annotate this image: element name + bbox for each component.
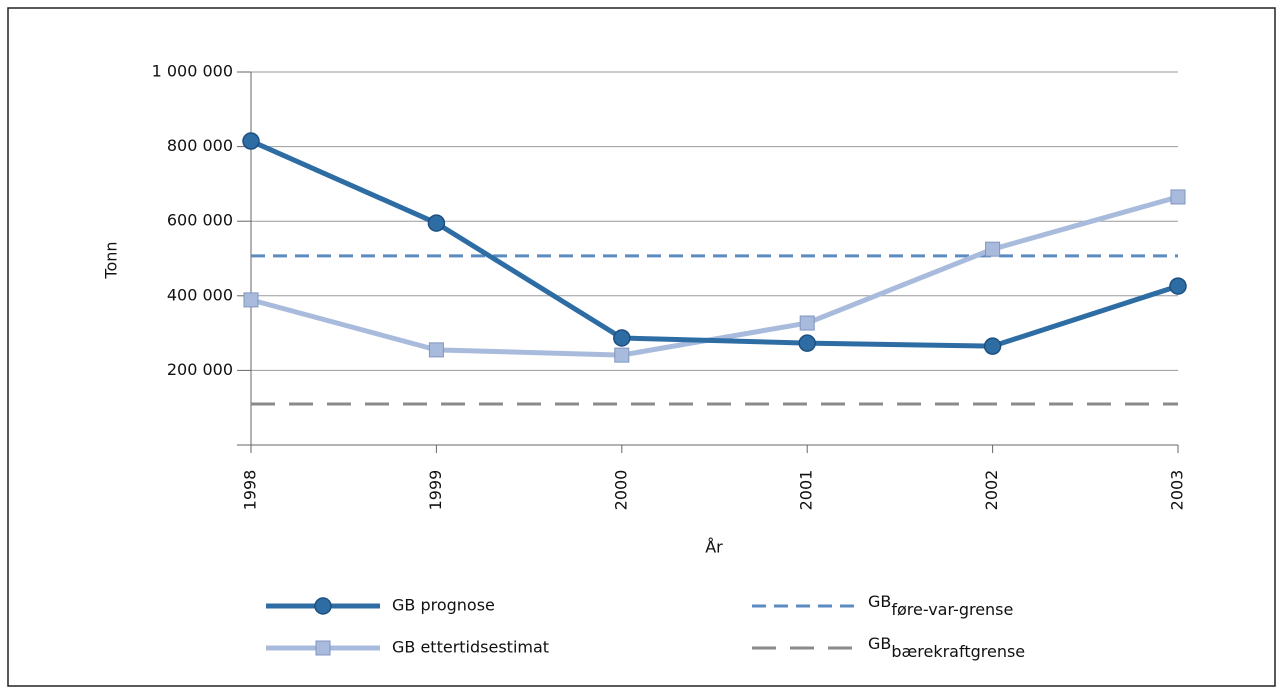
point — [315, 640, 331, 656]
legend-label-subscript: føre-var-grense — [891, 600, 1013, 619]
y-tick-label: 200 000 — [167, 360, 233, 379]
y-tick-label: 600 000 — [167, 211, 233, 230]
legend-label: GBbærekraftgrense — [868, 634, 1025, 661]
x-tick-label: 1999 — [426, 470, 445, 511]
point — [428, 342, 444, 358]
point — [1170, 189, 1186, 205]
series-line — [249, 138, 1179, 349]
y-tick-label: 1 000 000 — [152, 62, 233, 81]
y-axis-label: Tonn — [102, 241, 121, 279]
point — [1169, 277, 1187, 295]
point — [983, 337, 1002, 355]
point — [314, 597, 332, 615]
point — [243, 292, 259, 308]
legend-label-main: GB — [868, 592, 891, 611]
point — [985, 241, 1001, 257]
point — [798, 334, 816, 352]
point — [614, 347, 630, 363]
legend-label: GB prognose — [392, 596, 495, 615]
point — [242, 132, 260, 150]
x-axis-label: År — [705, 538, 723, 557]
x-tick-label: 2000 — [611, 470, 630, 511]
y-tick-label: 800 000 — [167, 136, 233, 155]
x-tick-label: 2002 — [982, 470, 1001, 511]
legend-label-main: GB — [868, 634, 891, 653]
x-tick-label: 2001 — [797, 470, 816, 511]
legend-label: GB ettertidsestimat — [392, 638, 549, 657]
x-tick-label: 1998 — [241, 470, 260, 511]
point — [613, 329, 631, 347]
point — [427, 214, 446, 232]
frame — [7, 7, 1276, 687]
legend-label-subscript: bærekraftgrense — [891, 642, 1025, 661]
legend-label: GBføre-var-grense — [868, 592, 1013, 619]
point — [799, 315, 815, 331]
y-tick-label: 400 000 — [167, 285, 233, 304]
x-tick-label: 2003 — [1168, 470, 1187, 511]
